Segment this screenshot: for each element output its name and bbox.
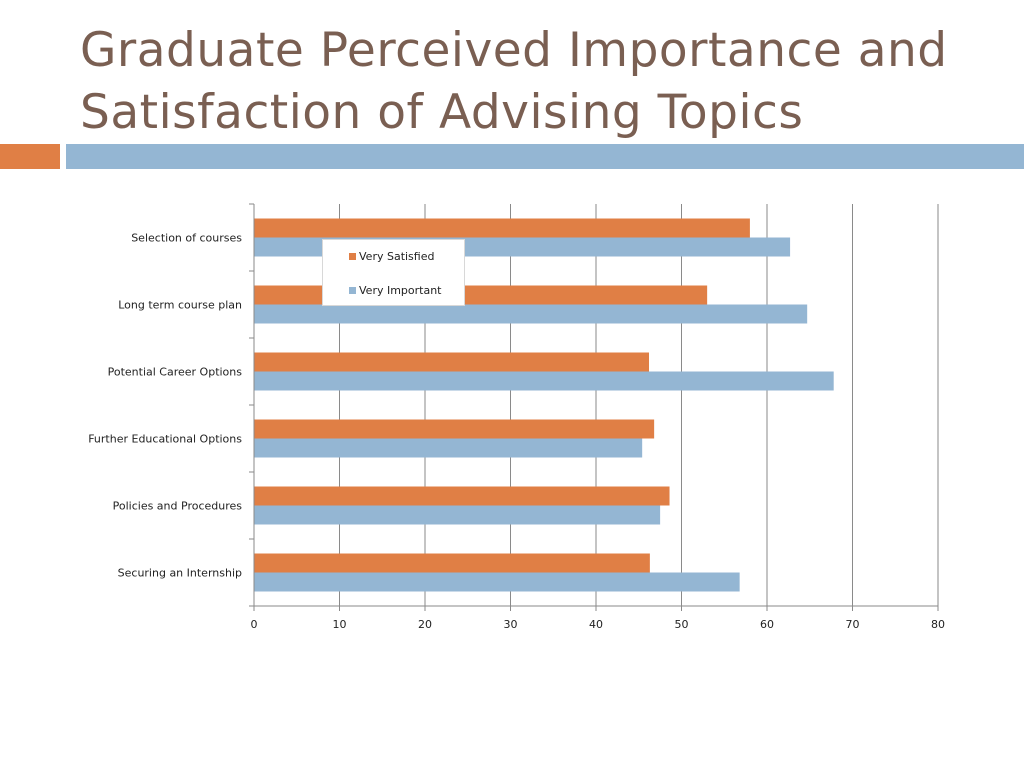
x-tick-label: 0 bbox=[251, 618, 258, 631]
category-label: Policies and Procedures bbox=[113, 500, 243, 513]
category-label: Selection of courses bbox=[131, 232, 242, 245]
x-tick-label: 20 bbox=[418, 618, 432, 631]
legend-item: Very Satisfied bbox=[349, 250, 434, 263]
title-accent-orange bbox=[0, 144, 60, 169]
legend-swatch bbox=[349, 287, 356, 294]
x-tick-label: 10 bbox=[333, 618, 347, 631]
bar bbox=[254, 486, 670, 506]
x-tick-label: 30 bbox=[504, 618, 518, 631]
bar bbox=[254, 419, 655, 439]
category-label: Securing an Internship bbox=[118, 567, 242, 580]
category-label: Further Educational Options bbox=[88, 433, 242, 446]
category-label: Potential Career Options bbox=[108, 366, 243, 379]
x-tick-label: 80 bbox=[931, 618, 945, 631]
legend-label: Very Important bbox=[359, 284, 442, 297]
bar bbox=[254, 572, 740, 592]
bar bbox=[254, 505, 661, 525]
bar bbox=[254, 352, 650, 372]
legend-swatch bbox=[349, 253, 356, 260]
bar bbox=[254, 304, 808, 324]
title-accent-blue bbox=[66, 144, 1024, 169]
legend-label: Very Satisfied bbox=[359, 250, 435, 263]
bar bbox=[254, 553, 650, 573]
category-label: Long term course plan bbox=[118, 299, 242, 312]
x-tick-label: 40 bbox=[589, 618, 603, 631]
bar bbox=[254, 371, 834, 391]
bar bbox=[254, 438, 643, 458]
x-tick-label: 60 bbox=[760, 618, 774, 631]
x-tick-label: 70 bbox=[846, 618, 860, 631]
legend-item: Very Important bbox=[349, 284, 442, 297]
chart-legend: Very Satisfied Very Important bbox=[322, 239, 465, 306]
slide-title: Graduate Perceived Importance and Satisf… bbox=[80, 23, 948, 140]
bar bbox=[254, 218, 750, 238]
x-tick-label: 50 bbox=[675, 618, 689, 631]
